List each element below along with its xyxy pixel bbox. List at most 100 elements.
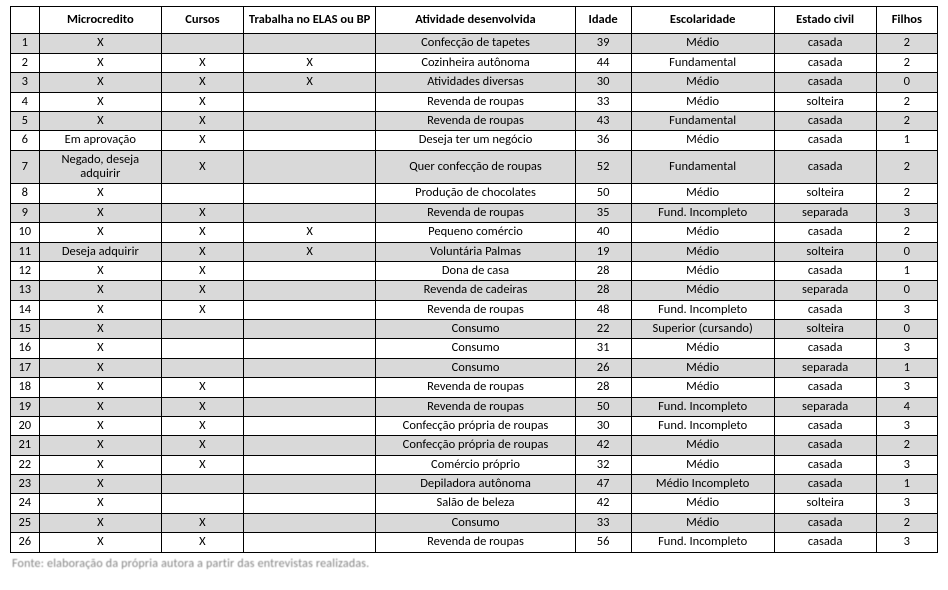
cell-idade: 32 bbox=[575, 455, 631, 474]
cell-filhos: 2 bbox=[876, 53, 937, 72]
table-row: 5XXRevenda de roupas43Fundamentalcasada2 bbox=[11, 111, 938, 130]
cell-idx: 14 bbox=[11, 300, 40, 319]
cell-estado_civil: casada bbox=[774, 436, 876, 455]
cell-estado_civil: casada bbox=[774, 339, 876, 358]
cell-idade: 19 bbox=[575, 242, 631, 261]
cell-idx: 10 bbox=[11, 223, 40, 242]
cell-escolaridade: Médio bbox=[631, 339, 774, 358]
cell-escolaridade: Médio bbox=[631, 436, 774, 455]
cell-idade: 33 bbox=[575, 513, 631, 532]
cell-estado_civil: casada bbox=[774, 223, 876, 242]
cell-idade: 40 bbox=[575, 223, 631, 242]
cell-estado_civil: casada bbox=[774, 475, 876, 494]
cell-cursos: X bbox=[162, 261, 244, 280]
cell-estado_civil: solteira bbox=[774, 320, 876, 339]
col-header-filhos: Filhos bbox=[876, 7, 937, 34]
cell-escolaridade: Médio bbox=[631, 242, 774, 261]
table-body: 1XConfecção de tapetes39Médiocasada22XXX… bbox=[11, 34, 938, 552]
cell-estado_civil: casada bbox=[774, 416, 876, 435]
cell-idade: 26 bbox=[575, 358, 631, 377]
cell-filhos: 2 bbox=[876, 436, 937, 455]
cell-trabalha bbox=[243, 92, 376, 111]
cell-filhos: 0 bbox=[876, 73, 937, 92]
cell-estado_civil: casada bbox=[774, 150, 876, 184]
cell-idade: 44 bbox=[575, 53, 631, 72]
cell-trabalha bbox=[243, 320, 376, 339]
cell-idx: 7 bbox=[11, 150, 40, 184]
cell-microcredito: X bbox=[39, 281, 162, 300]
cell-cursos: X bbox=[162, 53, 244, 72]
cell-atividade: Revenda de roupas bbox=[376, 378, 575, 397]
cell-idade: 28 bbox=[575, 261, 631, 280]
cell-filhos: 2 bbox=[876, 34, 937, 53]
cell-trabalha bbox=[243, 339, 376, 358]
cell-filhos: 2 bbox=[876, 184, 937, 203]
cell-estado_civil: casada bbox=[774, 131, 876, 150]
cell-idx: 24 bbox=[11, 494, 40, 513]
cell-filhos: 2 bbox=[876, 92, 937, 111]
cell-microcredito: X bbox=[39, 320, 162, 339]
cell-cursos: X bbox=[162, 281, 244, 300]
cell-escolaridade: Médio bbox=[631, 455, 774, 474]
table-row: 2XXXCozinheira autônoma44Fundamentalcasa… bbox=[11, 53, 938, 72]
cell-cursos: X bbox=[162, 436, 244, 455]
cell-filhos: 3 bbox=[876, 203, 937, 222]
col-header-estado-civil: Estado civil bbox=[774, 7, 876, 34]
cell-microcredito: X bbox=[39, 223, 162, 242]
cell-escolaridade: Médio bbox=[631, 92, 774, 111]
cell-idx: 6 bbox=[11, 131, 40, 150]
cell-cursos: X bbox=[162, 300, 244, 319]
cell-trabalha bbox=[243, 281, 376, 300]
cell-escolaridade: Médio bbox=[631, 378, 774, 397]
cell-microcredito: Deseja adquirir bbox=[39, 242, 162, 261]
cell-atividade: Revenda de cadeiras bbox=[376, 281, 575, 300]
cell-cursos bbox=[162, 339, 244, 358]
cell-idade: 31 bbox=[575, 339, 631, 358]
cell-estado_civil: separada bbox=[774, 203, 876, 222]
cell-estado_civil: casada bbox=[774, 261, 876, 280]
cell-microcredito: X bbox=[39, 436, 162, 455]
cell-idx: 2 bbox=[11, 53, 40, 72]
cell-estado_civil: casada bbox=[774, 34, 876, 53]
cell-atividade: Revenda de roupas bbox=[376, 300, 575, 319]
cell-estado_civil: casada bbox=[774, 455, 876, 474]
cell-idx: 13 bbox=[11, 281, 40, 300]
cell-trabalha bbox=[243, 300, 376, 319]
col-header-atividade: Atividade desenvolvida bbox=[376, 7, 575, 34]
cell-escolaridade: Médio bbox=[631, 131, 774, 150]
cell-idx: 21 bbox=[11, 436, 40, 455]
cell-filhos: 4 bbox=[876, 397, 937, 416]
cell-escolaridade: Fundamental bbox=[631, 111, 774, 130]
cell-cursos: X bbox=[162, 533, 244, 552]
cell-trabalha bbox=[243, 455, 376, 474]
cell-filhos: 3 bbox=[876, 378, 937, 397]
cell-trabalha bbox=[243, 261, 376, 280]
cell-trabalha bbox=[243, 358, 376, 377]
cell-escolaridade: Médio bbox=[631, 34, 774, 53]
cell-microcredito: X bbox=[39, 378, 162, 397]
cell-microcredito: X bbox=[39, 533, 162, 552]
table-row: 7Negado, deseja adquirirXQuer confecção … bbox=[11, 150, 938, 184]
table-row: 16XConsumo31Médiocasada3 bbox=[11, 339, 938, 358]
cell-idade: 22 bbox=[575, 320, 631, 339]
table-wrapper: Microcredito Cursos Trabalha no ELAS ou … bbox=[0, 0, 948, 579]
table-row: 1XConfecção de tapetes39Médiocasada2 bbox=[11, 34, 938, 53]
cell-estado_civil: solteira bbox=[774, 92, 876, 111]
cell-idade: 50 bbox=[575, 184, 631, 203]
cell-cursos: X bbox=[162, 111, 244, 130]
cell-cursos: X bbox=[162, 203, 244, 222]
cell-microcredito: X bbox=[39, 416, 162, 435]
cell-idade: 47 bbox=[575, 475, 631, 494]
cell-escolaridade: Médio bbox=[631, 513, 774, 532]
cell-idade: 30 bbox=[575, 73, 631, 92]
cell-escolaridade: Médio bbox=[631, 184, 774, 203]
cell-idade: 39 bbox=[575, 34, 631, 53]
cell-cursos bbox=[162, 320, 244, 339]
cell-microcredito: X bbox=[39, 300, 162, 319]
cell-idx: 15 bbox=[11, 320, 40, 339]
cell-cursos bbox=[162, 184, 244, 203]
cell-microcredito: X bbox=[39, 184, 162, 203]
cell-idx: 23 bbox=[11, 475, 40, 494]
cell-trabalha: X bbox=[243, 53, 376, 72]
table-row: 22XXComércio próprio32Médiocasada3 bbox=[11, 455, 938, 474]
